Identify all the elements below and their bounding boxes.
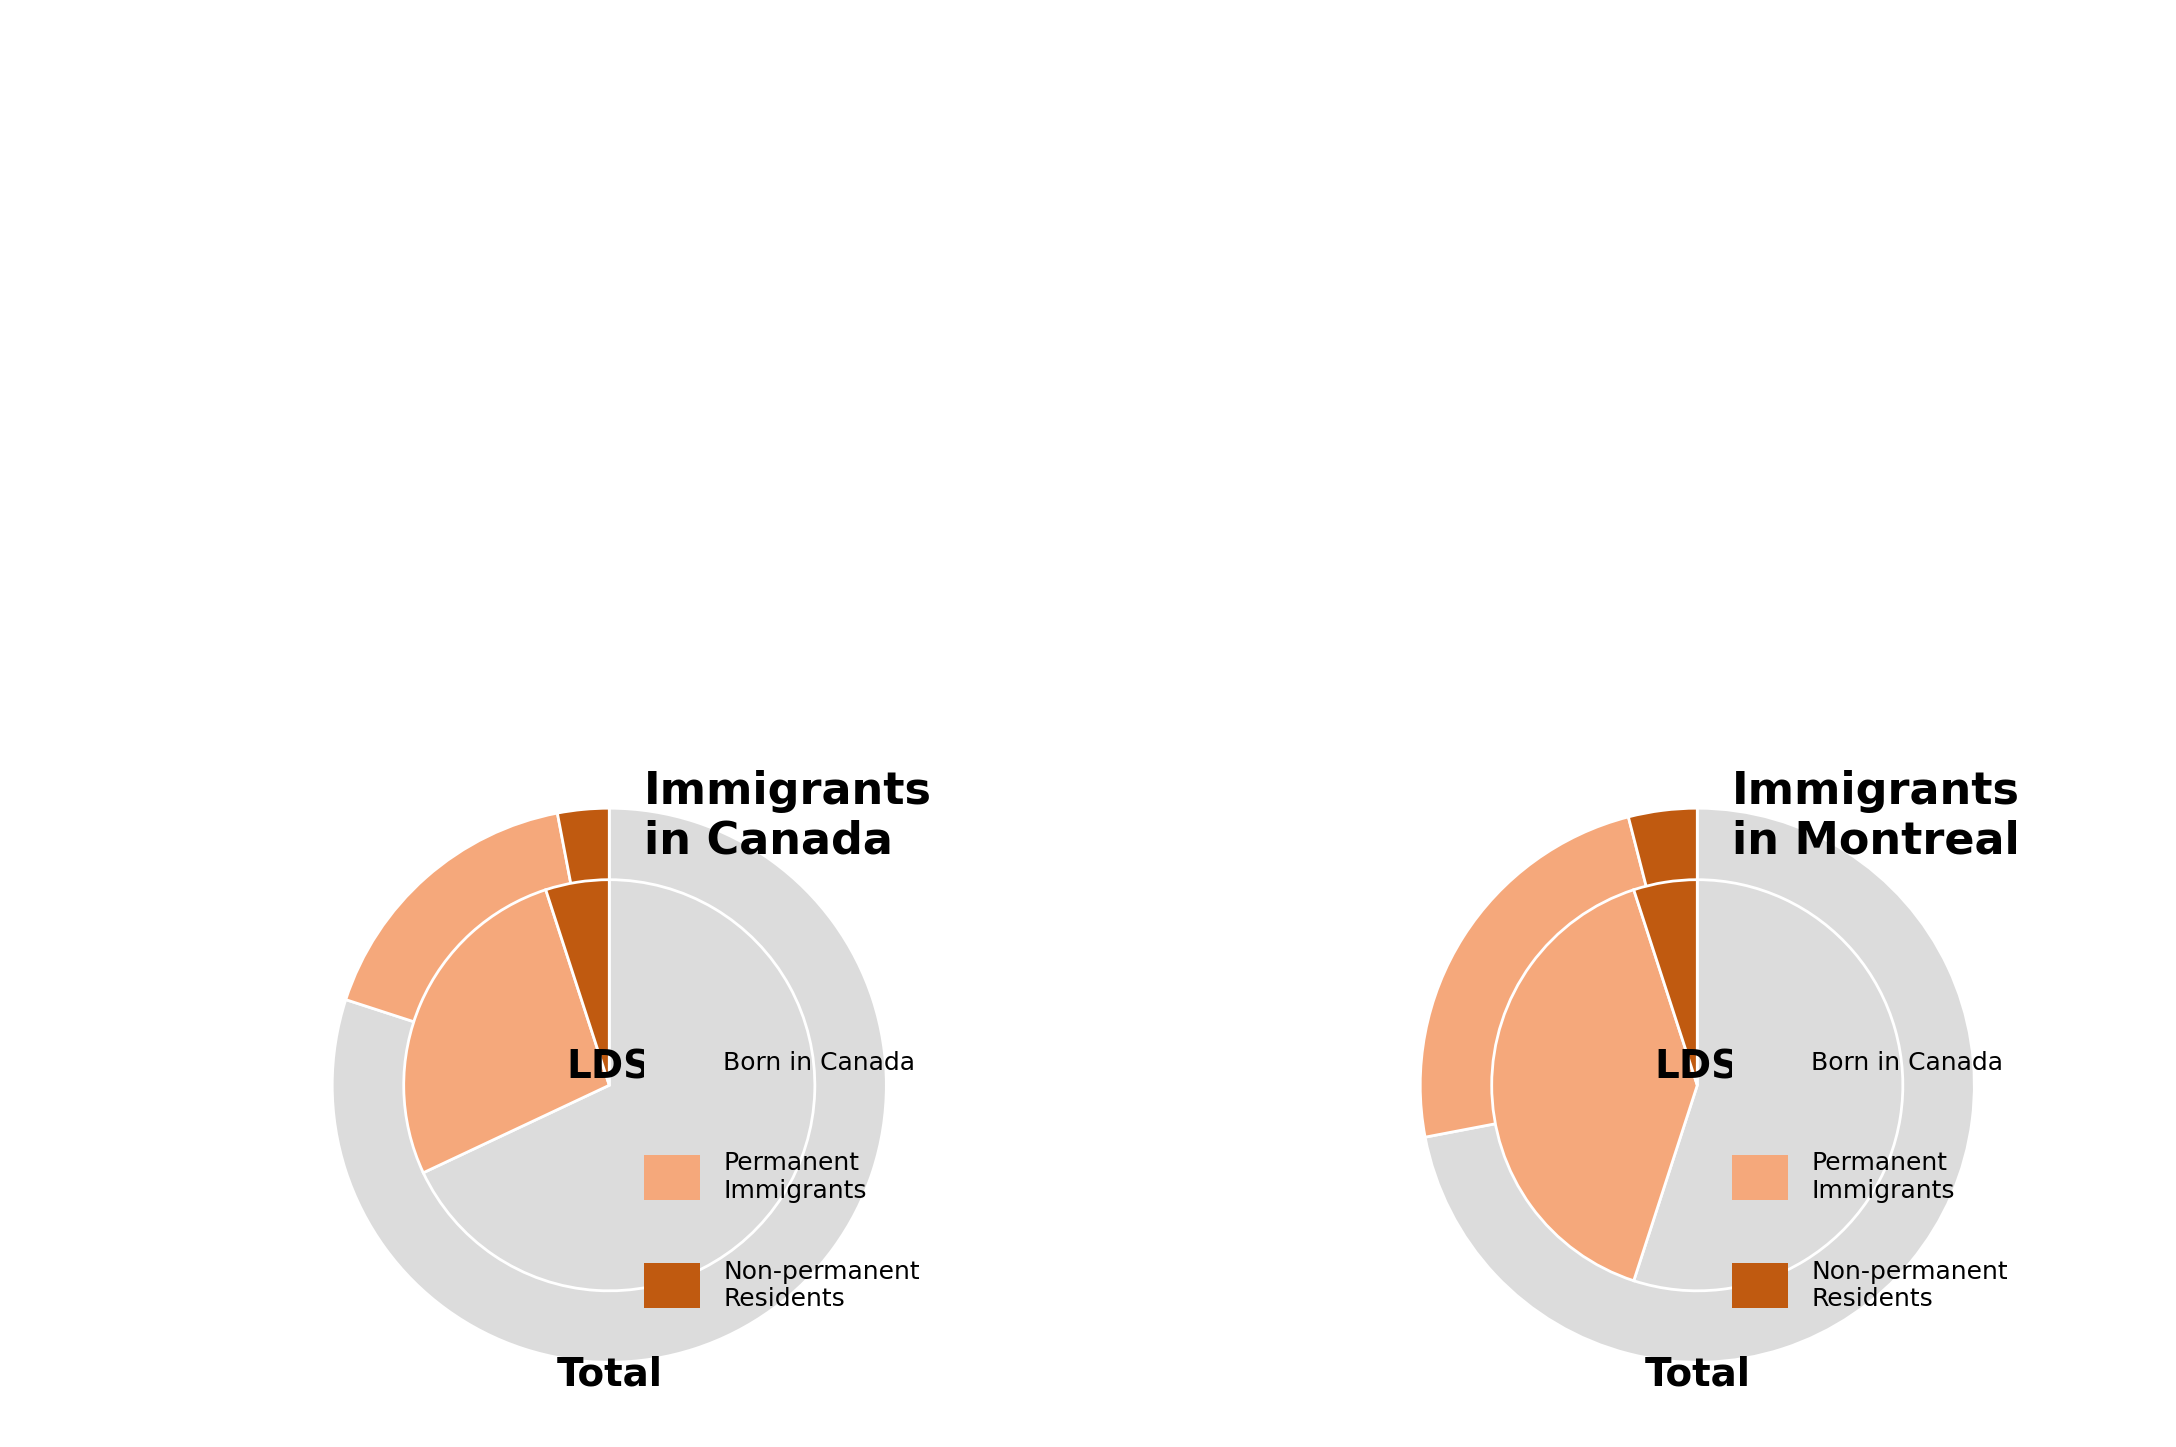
Text: Immigrants
in Montreal: Immigrants in Montreal	[1732, 770, 2019, 862]
FancyBboxPatch shape	[1732, 1040, 1789, 1085]
Text: Permanent
Immigrants: Permanent Immigrants	[1810, 1152, 1954, 1202]
FancyBboxPatch shape	[644, 1263, 701, 1308]
Wedge shape	[333, 809, 886, 1362]
Wedge shape	[1634, 880, 1697, 1085]
FancyBboxPatch shape	[1732, 1263, 1789, 1308]
Text: LDS: LDS	[566, 1049, 653, 1087]
Text: Permanent
Immigrants: Permanent Immigrants	[722, 1152, 866, 1202]
Text: Born in Canada: Born in Canada	[1810, 1051, 2004, 1075]
Text: LDS: LDS	[1654, 1049, 1741, 1087]
Wedge shape	[557, 809, 609, 1085]
Wedge shape	[1421, 818, 1697, 1137]
Text: Born in Canada: Born in Canada	[722, 1051, 916, 1075]
Text: Immigrants
in Canada: Immigrants in Canada	[644, 770, 931, 862]
FancyBboxPatch shape	[1732, 1155, 1789, 1200]
Wedge shape	[1425, 809, 1974, 1362]
FancyBboxPatch shape	[644, 1155, 701, 1200]
Text: Non-permanent
Residents: Non-permanent Residents	[1810, 1260, 2008, 1311]
Wedge shape	[405, 890, 609, 1172]
Wedge shape	[1628, 809, 1697, 1085]
FancyBboxPatch shape	[644, 1040, 701, 1085]
Text: Total: Total	[1645, 1356, 1750, 1393]
Wedge shape	[346, 813, 609, 1085]
Text: Total: Total	[557, 1356, 662, 1393]
Wedge shape	[1493, 890, 1697, 1281]
Wedge shape	[1634, 880, 1902, 1291]
Wedge shape	[546, 880, 609, 1085]
Text: Non-permanent
Residents: Non-permanent Residents	[722, 1260, 920, 1311]
Wedge shape	[424, 880, 814, 1291]
